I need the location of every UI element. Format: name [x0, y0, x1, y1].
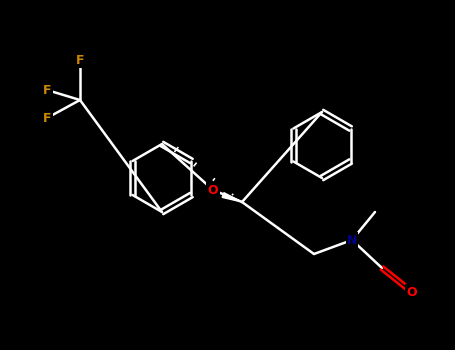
- Polygon shape: [222, 193, 242, 202]
- Text: F: F: [76, 54, 84, 66]
- Text: N: N: [347, 233, 357, 246]
- Text: O: O: [407, 286, 417, 299]
- Text: O: O: [207, 183, 218, 196]
- Text: F: F: [43, 84, 51, 97]
- Text: F: F: [43, 112, 51, 125]
